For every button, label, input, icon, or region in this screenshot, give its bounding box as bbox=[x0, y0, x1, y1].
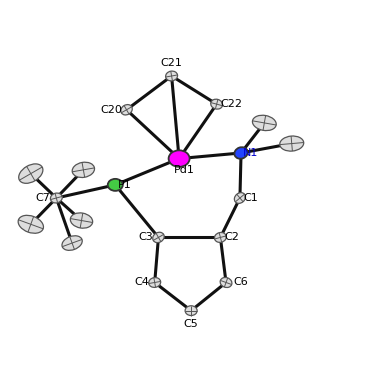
Ellipse shape bbox=[62, 236, 82, 250]
Ellipse shape bbox=[51, 193, 62, 203]
Text: C2: C2 bbox=[224, 232, 239, 242]
Text: C22: C22 bbox=[221, 99, 243, 109]
Text: C6: C6 bbox=[233, 277, 248, 288]
Text: C4: C4 bbox=[134, 277, 149, 288]
Ellipse shape bbox=[185, 306, 197, 315]
Ellipse shape bbox=[165, 71, 178, 81]
Text: C7: C7 bbox=[36, 193, 51, 203]
Ellipse shape bbox=[70, 213, 93, 228]
Ellipse shape bbox=[18, 215, 44, 233]
Ellipse shape bbox=[153, 232, 164, 243]
Text: Pd1: Pd1 bbox=[174, 165, 195, 175]
Text: C3: C3 bbox=[138, 232, 153, 242]
Ellipse shape bbox=[169, 150, 190, 167]
Ellipse shape bbox=[234, 147, 248, 159]
Ellipse shape bbox=[252, 115, 276, 131]
Text: P1: P1 bbox=[118, 180, 132, 190]
Ellipse shape bbox=[211, 99, 223, 109]
Ellipse shape bbox=[234, 193, 245, 203]
Text: C21: C21 bbox=[161, 58, 183, 68]
Ellipse shape bbox=[108, 179, 123, 191]
Text: C5: C5 bbox=[184, 319, 198, 329]
Text: C20: C20 bbox=[101, 105, 122, 115]
Ellipse shape bbox=[19, 164, 43, 183]
Ellipse shape bbox=[220, 277, 232, 288]
Ellipse shape bbox=[214, 232, 226, 242]
Text: C1: C1 bbox=[244, 193, 259, 203]
Ellipse shape bbox=[280, 136, 304, 151]
Text: N1: N1 bbox=[243, 148, 258, 158]
Ellipse shape bbox=[72, 162, 94, 178]
Ellipse shape bbox=[149, 278, 161, 287]
Ellipse shape bbox=[121, 105, 132, 115]
